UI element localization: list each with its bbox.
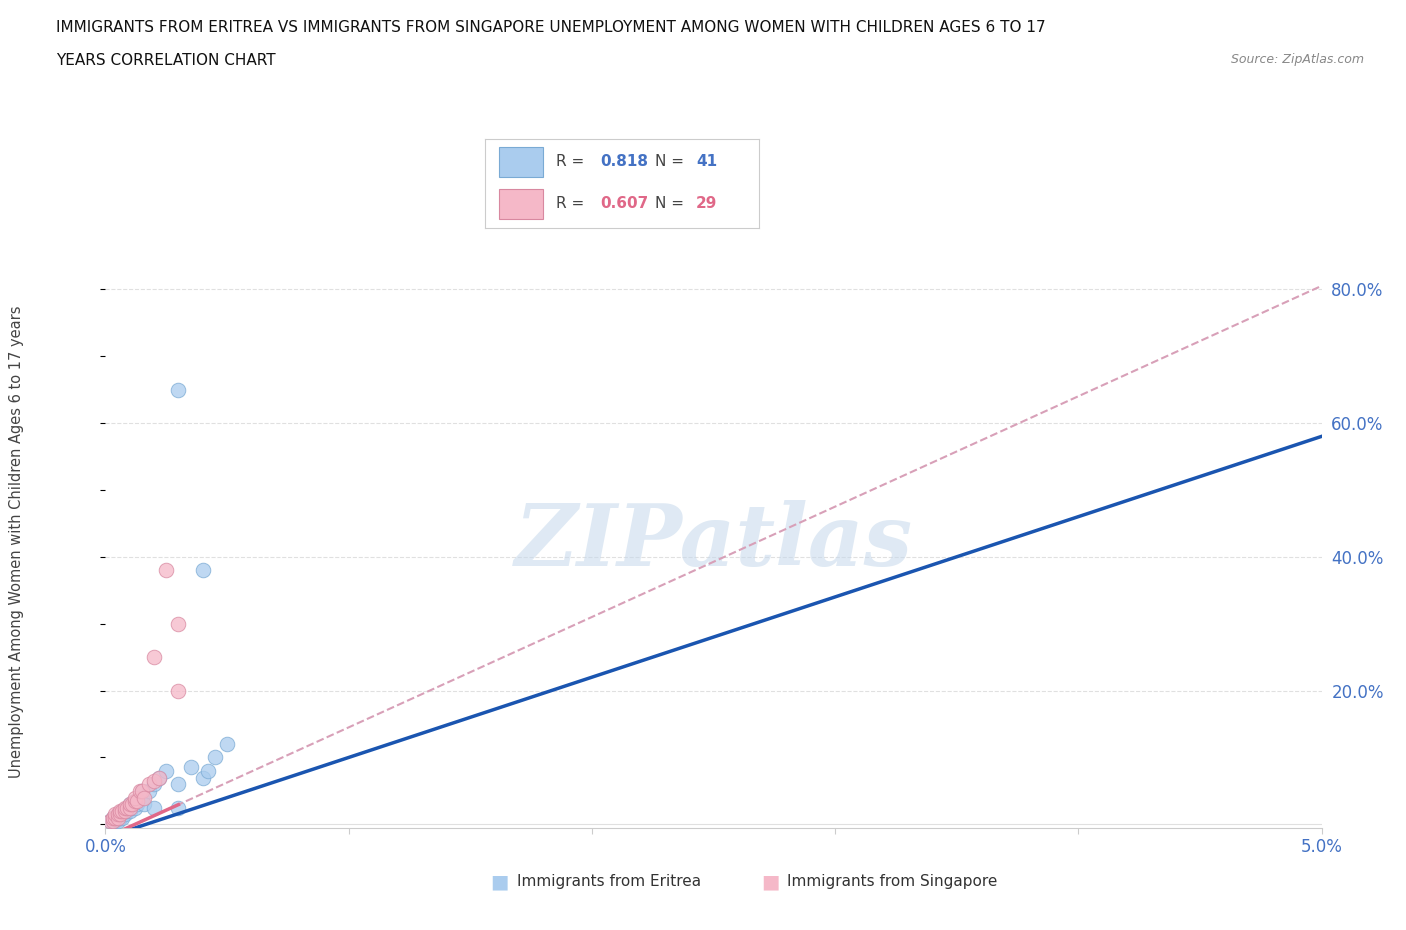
Text: 29: 29 (696, 196, 717, 211)
Point (107, 814, 129, 829)
Point (114, 800, 136, 815)
Text: ■: ■ (761, 872, 780, 891)
Point (111, 804, 134, 818)
Point (118, 800, 141, 815)
Point (98, 814, 121, 829)
Point (131, 790, 153, 805)
Point (124, 790, 146, 805)
Point (108, 804, 131, 818)
Text: 0.818: 0.818 (600, 154, 648, 169)
Point (118, 800, 141, 815)
Point (118, 797, 141, 812)
Text: N =: N = (655, 196, 689, 211)
Point (148, 770, 170, 785)
Text: Immigrants from Eritrea: Immigrants from Eritrea (517, 874, 702, 889)
Text: Unemployment Among Women with Children Ages 6 to 17 years: Unemployment Among Women with Children A… (10, 305, 24, 778)
Point (117, 800, 139, 815)
Text: Source: ZipAtlas.com: Source: ZipAtlas.com (1230, 53, 1364, 66)
Point (124, 793, 146, 808)
Point (107, 807, 129, 822)
Point (143, 777, 166, 791)
Point (121, 797, 143, 812)
Point (101, 814, 124, 829)
Point (180, 760, 202, 775)
Point (138, 777, 160, 791)
Point (217, 737, 239, 751)
Point (121, 797, 143, 812)
Point (107, 807, 129, 822)
Point (143, 774, 166, 789)
Point (197, 764, 219, 778)
Point (108, 807, 131, 822)
Point (131, 783, 153, 798)
Point (167, 777, 190, 791)
Point (118, 804, 141, 818)
Point (128, 790, 150, 805)
Point (111, 804, 134, 818)
Point (104, 807, 127, 822)
Point (155, 764, 177, 778)
Point (104, 814, 127, 829)
Point (148, 770, 170, 785)
Text: R =: R = (557, 154, 589, 169)
Text: 0.607: 0.607 (600, 196, 648, 211)
Point (117, 804, 139, 818)
Point (114, 804, 136, 818)
Point (191, 563, 214, 578)
Point (117, 800, 139, 815)
Point (143, 650, 166, 665)
Point (104, 810, 127, 825)
Point (108, 807, 131, 822)
Point (124, 793, 146, 808)
Point (138, 783, 160, 798)
Text: R =: R = (557, 196, 589, 211)
Point (107, 810, 129, 825)
Point (134, 790, 156, 805)
Text: YEARS CORRELATION CHART: YEARS CORRELATION CHART (56, 53, 276, 68)
Text: IMMIGRANTS FROM ERITREA VS IMMIGRANTS FROM SINGAPORE UNEMPLOYMENT AMONG WOMEN WI: IMMIGRANTS FROM ERITREA VS IMMIGRANTS FR… (56, 20, 1046, 35)
Bar (499, 189, 543, 219)
Point (114, 804, 136, 818)
Point (104, 810, 127, 825)
Point (134, 797, 156, 812)
Point (101, 814, 124, 829)
Point (98, 814, 121, 829)
Point (124, 800, 146, 815)
Text: ZIPatlas: ZIPatlas (515, 500, 912, 583)
Point (118, 797, 141, 812)
Text: Immigrants from Singapore: Immigrants from Singapore (787, 874, 998, 889)
Point (108, 810, 131, 825)
Point (191, 770, 214, 785)
Point (128, 783, 150, 798)
Point (125, 793, 148, 808)
Point (125, 797, 148, 812)
Point (101, 810, 124, 825)
Point (155, 563, 177, 578)
Bar (499, 147, 543, 177)
Point (107, 810, 129, 825)
Point (167, 800, 190, 815)
Point (111, 810, 134, 825)
Point (143, 800, 166, 815)
Text: ■: ■ (489, 872, 509, 891)
Point (167, 684, 190, 698)
Point (114, 807, 136, 822)
Text: N =: N = (655, 154, 689, 169)
Point (101, 810, 124, 825)
Text: 41: 41 (696, 154, 717, 169)
Point (167, 617, 190, 631)
Point (204, 750, 226, 764)
Point (167, 382, 190, 397)
Point (131, 783, 153, 798)
